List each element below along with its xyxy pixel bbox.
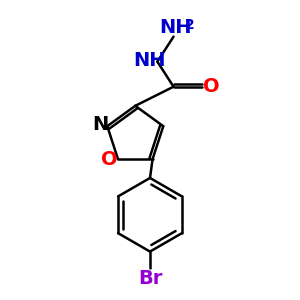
Text: NH: NH: [159, 18, 191, 37]
Text: O: O: [202, 77, 219, 96]
Text: 2: 2: [185, 18, 195, 32]
Text: Br: Br: [138, 268, 162, 288]
Text: O: O: [101, 150, 118, 169]
Text: NH: NH: [133, 51, 165, 70]
Text: N: N: [93, 115, 109, 134]
